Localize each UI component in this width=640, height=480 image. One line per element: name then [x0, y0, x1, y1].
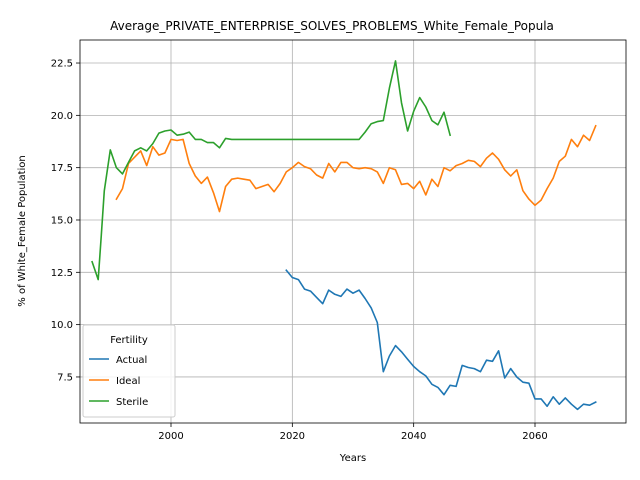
x-tick-label: 2020: [280, 431, 305, 442]
legend-label-ideal: Ideal: [116, 376, 140, 387]
series-layer: [91, 60, 597, 411]
series-line-sterile: [91, 60, 452, 281]
y-axis: 7.5 10.0 12.5 15.0 17.5 20.0 22.5: [51, 59, 80, 383]
x-tick-label: 2000: [158, 431, 183, 442]
y-axis-label: % of White_Female Population: [17, 155, 28, 306]
plot-frame: [79, 39, 627, 424]
legend: Fertility Actual Ideal Sterile: [82, 324, 176, 418]
legend-label-sterile: Sterile: [116, 397, 148, 408]
y-tick-label: 10.0: [51, 320, 73, 331]
x-tick-label: 2060: [522, 431, 547, 442]
y-tick-label: 17.5: [51, 163, 73, 174]
legend-label-actual: Actual: [116, 355, 147, 366]
series-line-ideal: [115, 124, 597, 213]
series-line-actual: [285, 269, 597, 411]
y-tick-label: 20.0: [51, 111, 73, 122]
x-axis-label: Years: [339, 453, 366, 464]
y-tick-label: 22.5: [51, 59, 73, 70]
legend-box: [82, 324, 176, 418]
chart-title: Average_PRIVATE_ENTERPRISE_SOLVES_PROBLE…: [110, 19, 554, 33]
legend-title: Fertility: [110, 335, 148, 346]
x-axis: 2000 2020 2040 2060: [158, 423, 548, 442]
y-tick-label: 7.5: [57, 372, 73, 383]
y-tick-label: 12.5: [51, 268, 73, 279]
y-tick-label: 15.0: [51, 215, 73, 226]
x-tick-label: 2040: [401, 431, 426, 442]
grid: [80, 40, 626, 423]
